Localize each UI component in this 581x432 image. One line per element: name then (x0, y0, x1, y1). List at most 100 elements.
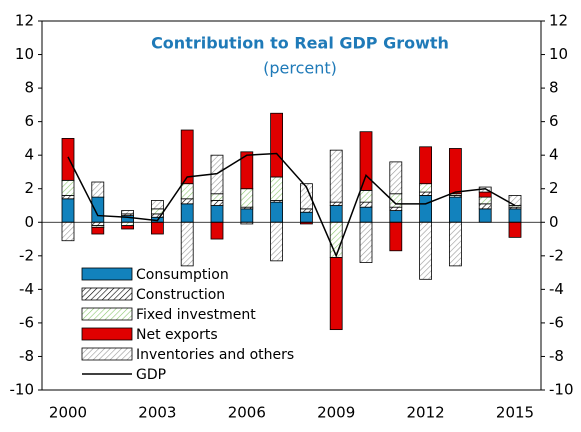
bar (210, 200, 224, 206)
y-tick-label: 6 (24, 112, 34, 130)
y2-tick-label: 6 (549, 112, 559, 130)
bar (61, 221, 75, 242)
y-tick-label: -10 (10, 381, 35, 399)
legend-swatch (81, 287, 133, 301)
bar (419, 191, 433, 196)
bar (329, 149, 343, 203)
y2-tick-label: 12 (549, 12, 568, 30)
bar (121, 225, 134, 230)
bar (270, 201, 284, 223)
y2-tick-label: -8 (549, 347, 564, 365)
x-tick-label: 2012 (407, 404, 445, 422)
bar (448, 148, 462, 195)
y-tick-label: -2 (19, 246, 34, 264)
bar (478, 208, 492, 223)
bar (180, 203, 194, 223)
bar (91, 221, 105, 227)
bar (389, 221, 403, 252)
bar (180, 129, 194, 185)
y2-tick-label: 10 (549, 45, 568, 63)
x-tick-label: 2015 (496, 404, 534, 422)
legend-swatch (81, 327, 133, 341)
legend-swatch (81, 267, 133, 281)
gdp-line (67, 152, 516, 258)
chart-subtitle: (percent) (263, 59, 337, 78)
x-tick-label: 2000 (49, 404, 87, 422)
y2-tick-label: 0 (549, 213, 559, 231)
y-tick-label: 8 (24, 79, 34, 97)
legend-label: Net exports (136, 327, 218, 343)
bar (508, 221, 522, 238)
bar (61, 195, 75, 200)
bar (91, 226, 105, 235)
bar (329, 205, 343, 223)
legend-swatch (81, 307, 133, 321)
bar (389, 161, 403, 195)
y2-tick-label: -10 (549, 381, 574, 399)
bar (91, 196, 105, 223)
x-tick-label: 2006 (228, 404, 266, 422)
bar (359, 190, 373, 203)
bar (270, 221, 284, 262)
bar (121, 210, 134, 215)
bar (299, 211, 313, 223)
y-tick-label: 12 (15, 12, 34, 30)
y-tick-label: 0 (24, 213, 34, 231)
legend-label: GDP (136, 367, 166, 383)
bar (419, 195, 433, 223)
bar (478, 191, 492, 198)
bar (389, 210, 403, 223)
bar (180, 183, 194, 200)
y2-tick-label: 4 (549, 146, 559, 164)
bar (270, 176, 284, 201)
bar (389, 206, 403, 211)
bar (419, 183, 433, 193)
y-tick-label: -8 (19, 347, 34, 365)
y-tick-label: 2 (24, 179, 34, 197)
y-tick-label: -4 (19, 280, 34, 298)
bar (419, 221, 433, 280)
y2-tick-label: 8 (549, 79, 559, 97)
bar (359, 221, 373, 263)
bar (61, 198, 75, 223)
bar (210, 205, 224, 223)
legend-label: Construction (136, 287, 225, 303)
bar (240, 188, 254, 208)
bar (448, 221, 462, 267)
bar (508, 208, 522, 223)
legend-label: Inventories and others (136, 347, 294, 363)
x-tick-label: 2009 (317, 404, 355, 422)
x-tick-label: 2003 (138, 404, 176, 422)
y2-tick-label: -4 (549, 280, 564, 298)
bar (91, 181, 105, 198)
bar (299, 208, 313, 213)
bar (329, 201, 343, 206)
bar (150, 221, 164, 235)
chart-title: Contribution to Real GDP Growth (151, 34, 449, 53)
bar (150, 200, 164, 210)
y-tick-label: -6 (19, 313, 34, 331)
bar (359, 201, 373, 208)
y2-tick-label: 2 (549, 179, 559, 197)
y-tick-label: 10 (15, 45, 34, 63)
y2-tick-label: -2 (549, 246, 564, 264)
bar (210, 193, 224, 201)
bar (329, 257, 343, 331)
bar (61, 138, 75, 181)
bar (270, 112, 284, 178)
bar (299, 183, 313, 210)
bar (419, 146, 433, 185)
legend-label: Consumption (136, 267, 229, 283)
bar (180, 221, 194, 267)
bar (478, 196, 492, 205)
bar (478, 203, 492, 210)
bar (240, 151, 254, 190)
y-tick-label: 4 (24, 146, 34, 164)
bar (448, 196, 462, 223)
y2-tick-label: -6 (549, 313, 564, 331)
bar (329, 221, 343, 258)
bar (61, 179, 75, 196)
bar (359, 206, 373, 223)
legend-swatch (81, 347, 133, 361)
